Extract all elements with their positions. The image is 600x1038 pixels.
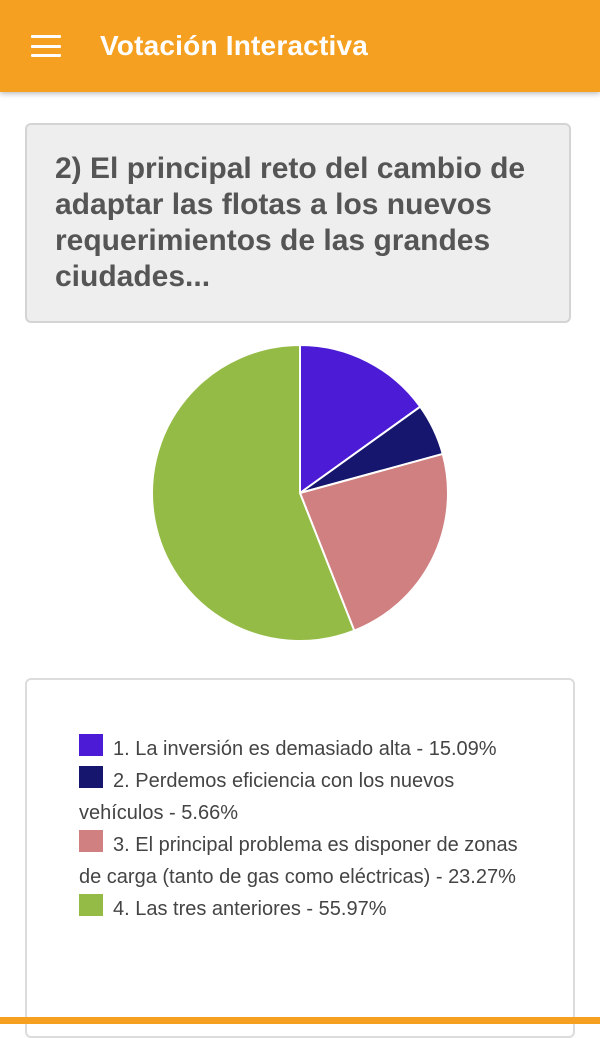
pie-slice-4 — [151, 343, 356, 642]
legend-label-4: 4. Las tres anteriores - 55.97% — [113, 898, 387, 920]
menu-button[interactable] — [0, 0, 94, 92]
legend-swatch-4 — [79, 894, 103, 916]
pie-chart — [151, 343, 449, 642]
app-title: Votación Interactiva — [100, 30, 369, 61]
app-bar: Votación Interactiva — [0, 0, 600, 92]
legend-item-4: 4. Las tres anteriores - 55.97% — [79, 893, 533, 925]
pie-chart-container — [140, 335, 460, 655]
question-text: 2) El principal reto del cambio de adapt… — [55, 152, 526, 293]
legend: 1. La inversión es demasiado alta - 15.0… — [79, 733, 533, 925]
question-card: 2) El principal reto del cambio de adapt… — [25, 123, 571, 323]
legend-item-2: 2. Perdemos eficiencia con los nuevos ve… — [79, 765, 533, 829]
bottom-accent-bar — [0, 1017, 600, 1024]
legend-swatch-2 — [79, 766, 103, 788]
legend-swatch-1 — [79, 734, 103, 756]
pie-slice-1 — [299, 343, 422, 495]
legend-label-3: 3. El principal problema es disponer de … — [79, 834, 518, 888]
legend-card: 1. La inversión es demasiado alta - 15.0… — [25, 678, 575, 1038]
hamburger-menu-icon — [31, 35, 61, 57]
legend-swatch-3 — [79, 830, 103, 852]
legend-item-3: 3. El principal problema es disponer de … — [79, 829, 533, 893]
legend-label-1: 1. La inversión es demasiado alta - 15.0… — [113, 738, 497, 760]
legend-label-2: 2. Perdemos eficiencia con los nuevos ve… — [79, 770, 455, 824]
legend-item-1: 1. La inversión es demasiado alta - 15.0… — [79, 733, 533, 765]
